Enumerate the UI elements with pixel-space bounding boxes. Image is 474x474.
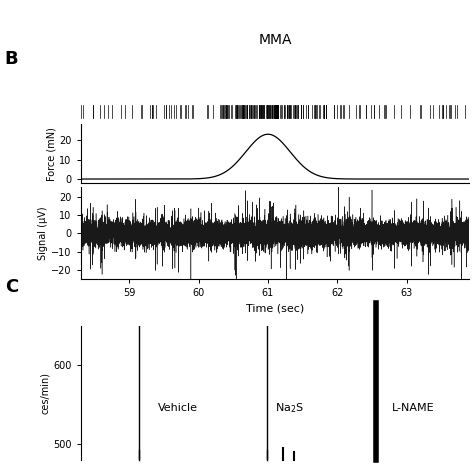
Text: MMA: MMA: [258, 33, 292, 46]
Y-axis label: Force (mN): Force (mN): [46, 127, 56, 181]
X-axis label: Time (sec): Time (sec): [246, 304, 304, 314]
Text: Vehicle: Vehicle: [158, 403, 198, 413]
Text: L-NAME: L-NAME: [392, 403, 434, 413]
Text: Na$_2$S: Na$_2$S: [275, 401, 304, 415]
Y-axis label: ces/min): ces/min): [40, 372, 50, 414]
Text: B: B: [5, 50, 18, 68]
Y-axis label: Signal (μV): Signal (μV): [38, 207, 48, 260]
Text: C: C: [5, 277, 18, 295]
